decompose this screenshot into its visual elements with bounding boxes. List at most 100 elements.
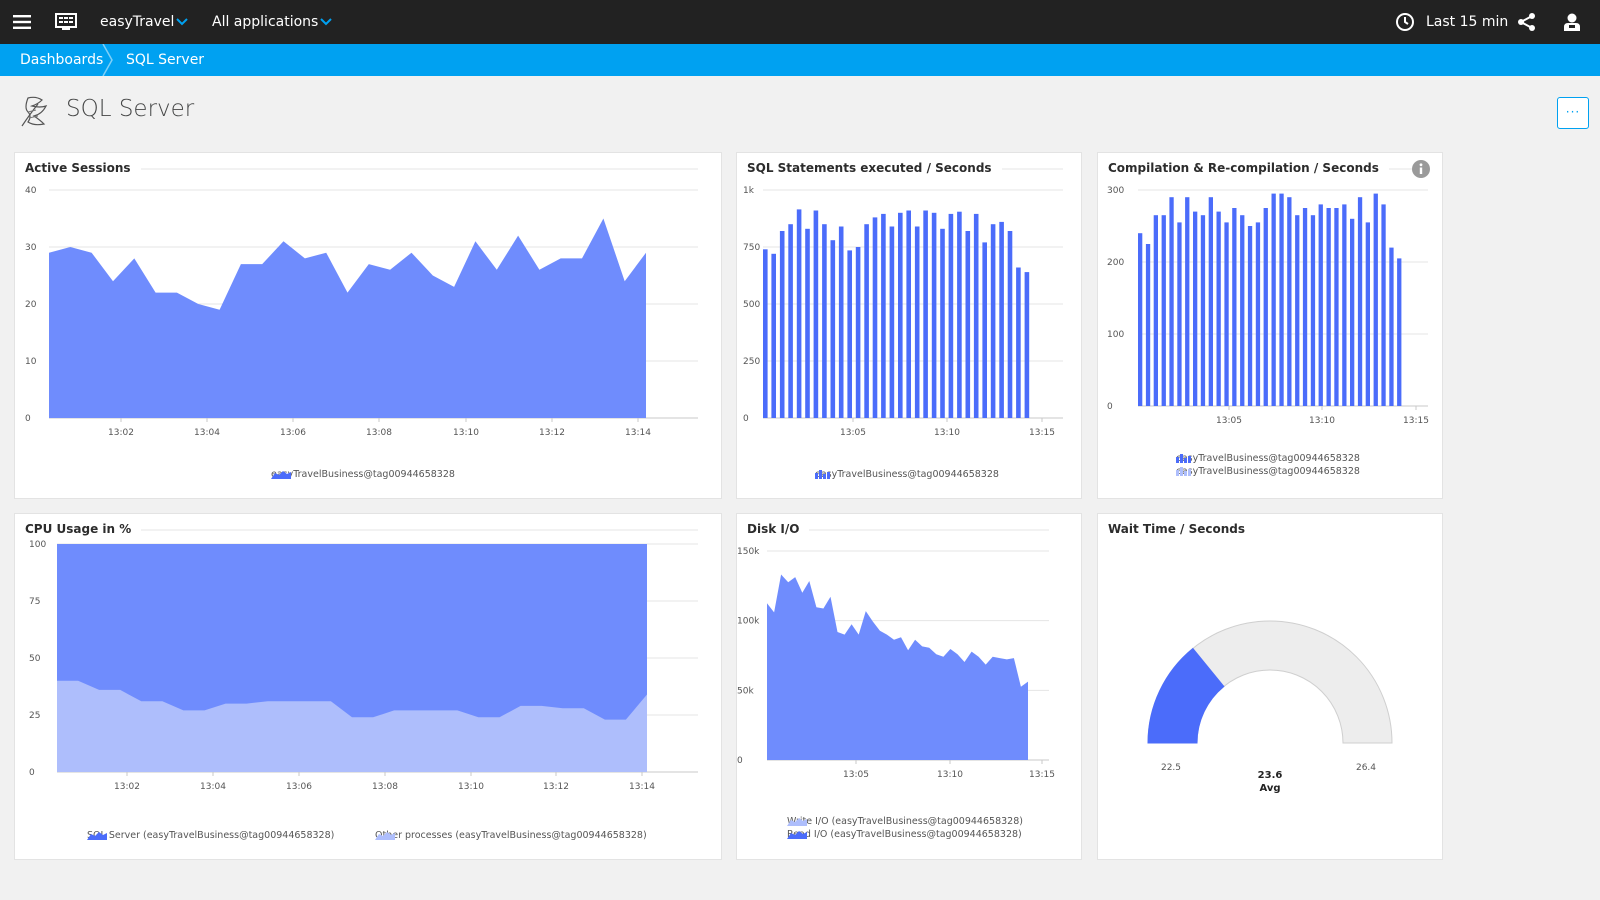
chevron-down-icon[interactable] <box>174 0 190 44</box>
y-tick-label: 300 <box>1107 186 1124 196</box>
bar <box>889 226 895 418</box>
y-tick-label: 30 <box>25 243 37 253</box>
breadcrumb: Dashboards SQL Server <box>0 44 1600 76</box>
x-tick-label: 13:14 <box>629 782 655 792</box>
top-navigation-bar: easyTravel All applications Last 15 min <box>0 0 1600 44</box>
bar <box>1169 197 1174 406</box>
area-legend-icon <box>375 832 395 840</box>
cpu-usage-tile[interactable]: 0 25 50 75 100 13:02 13:04 13:06 13:08 13:10 13:12… <box>14 513 722 860</box>
bar <box>982 242 987 418</box>
bar <box>763 249 768 418</box>
x-tick-label: 13:08 <box>366 428 392 438</box>
bar <box>881 213 886 418</box>
y-tick-label: 100 <box>1107 330 1124 340</box>
bar <box>898 212 903 418</box>
bar <box>1397 258 1402 406</box>
bar <box>931 212 937 418</box>
legend-item: easyTravelBusiness@tag00944658328 <box>815 469 999 480</box>
x-tick-label: 13:10 <box>453 428 479 438</box>
tile-title: Compilation & Re-compilation / Seconds <box>1108 161 1389 175</box>
legend-item: Read I/O (easyTravelBusiness@tag00944658… <box>787 829 1022 840</box>
bar <box>771 253 776 418</box>
bar <box>1185 197 1190 406</box>
disk-io-tile[interactable]: 0 50k 100k 150k 13:05 13:10 13:15 Disk I/O Wri… <box>736 513 1082 860</box>
breadcrumb-dashboards[interactable]: Dashboards <box>20 52 104 68</box>
bar <box>1389 247 1394 406</box>
bar-legend-icon <box>815 470 830 479</box>
area-series-easytravelbusiness <box>49 218 646 418</box>
info-icon[interactable] <box>1411 159 1431 179</box>
share-icon[interactable] <box>1516 0 1538 44</box>
x-tick-label: 13:12 <box>539 428 565 438</box>
y-tick-label: 0 <box>25 414 31 424</box>
gauge-min-label: 22.5 <box>1161 763 1181 773</box>
bar <box>1271 193 1276 406</box>
bar-legend-icon <box>1176 467 1191 476</box>
bar <box>1302 208 1308 406</box>
legend-item: SQL Server (easyTravelBusiness@tag009446… <box>87 830 334 841</box>
bar <box>872 217 878 418</box>
legend-label: easyTravelBusiness@tag00944658328 <box>1176 466 1360 477</box>
x-tick-label: 13:10 <box>458 782 484 792</box>
clock-icon[interactable] <box>1394 0 1416 44</box>
more-options-button[interactable]: ··· <box>1557 97 1589 129</box>
x-tick-label: 13:08 <box>372 782 398 792</box>
bar <box>1232 208 1237 406</box>
sql-server-icon <box>16 94 52 134</box>
menu-icon[interactable] <box>10 0 34 44</box>
wait-time-gauge: 22.5 26.4 23.6 Avg <box>1147 620 1393 794</box>
area-series-read-io <box>767 574 1028 760</box>
timeframe-selector[interactable]: Last 15 min <box>1426 14 1509 30</box>
y-tick-label: 10 <box>25 357 37 367</box>
bar <box>1247 226 1253 406</box>
area-series-other-processes <box>57 680 647 772</box>
disk-io-chart: 0 50k 100k 150k 13:05 13:10 13:15 <box>737 529 1055 780</box>
legend-item: Other processes (easyTravelBusiness@tag0… <box>375 830 647 841</box>
bar <box>1381 204 1386 406</box>
tile-title: Disk I/O <box>747 522 810 536</box>
app-selector[interactable]: easyTravel <box>100 14 175 30</box>
application-filter[interactable]: All applications <box>212 14 319 30</box>
bar <box>1161 215 1166 406</box>
x-tick-label: 13:06 <box>286 782 312 792</box>
x-tick-label: 13:15 <box>1029 770 1055 780</box>
sql-statements-tile[interactable]: 0 250 500 750 1k 13:05 13:10 13:15 SQL Statemen… <box>736 152 1082 499</box>
bar <box>855 247 861 418</box>
legend-label: easyTravelBusiness@tag00944658328 <box>1176 453 1360 464</box>
compilation-tile[interactable]: 0 100 200 300 13:05 13:10 13:15 Compilation & … <box>1097 152 1443 499</box>
bar <box>1200 215 1206 406</box>
x-tick-label: 13:15 <box>1029 428 1055 438</box>
chevron-down-icon[interactable] <box>318 0 334 44</box>
wait-time-tile[interactable]: 22.5 26.4 23.6 Avg Wait Time / Seconds <box>1097 513 1443 860</box>
bar <box>957 211 962 418</box>
x-tick-label: 13:14 <box>625 428 651 438</box>
active-sessions-tile[interactable]: 0 10 20 30 40 13:02 13:04 13:06 13:08 13:10 13:12 1… <box>14 152 722 499</box>
bar <box>990 224 996 418</box>
area-legend-icon <box>787 831 807 839</box>
legend-item: Write I/O (easyTravelBusiness@tag0094465… <box>787 816 1023 827</box>
y-tick-label: 500 <box>743 300 760 310</box>
bar <box>1153 215 1158 406</box>
bar <box>1138 233 1143 406</box>
bar <box>973 213 979 418</box>
breadcrumb-sql-server: SQL Server <box>126 52 205 68</box>
y-tick-label: 50k <box>737 686 754 696</box>
legend-label: Write I/O (easyTravelBusiness@tag0094465… <box>787 816 1023 827</box>
page-title: SQL Server <box>66 96 195 122</box>
bar <box>830 240 836 418</box>
y-tick-label: 100 <box>29 540 46 550</box>
area-legend-icon <box>787 818 807 826</box>
bar <box>1145 244 1151 406</box>
x-tick-label: 13:12 <box>543 782 569 792</box>
bar <box>1287 197 1292 406</box>
user-icon[interactable] <box>1561 0 1583 44</box>
y-tick-label: 50 <box>29 654 41 664</box>
monitor-icon[interactable] <box>53 0 79 44</box>
y-tick-label: 40 <box>25 186 37 196</box>
bar <box>1263 208 1268 406</box>
bar <box>1326 208 1331 406</box>
gauge-track <box>1147 620 1393 744</box>
bar <box>965 231 971 418</box>
breadcrumb-separator-icon <box>102 44 113 76</box>
bar <box>948 213 954 418</box>
